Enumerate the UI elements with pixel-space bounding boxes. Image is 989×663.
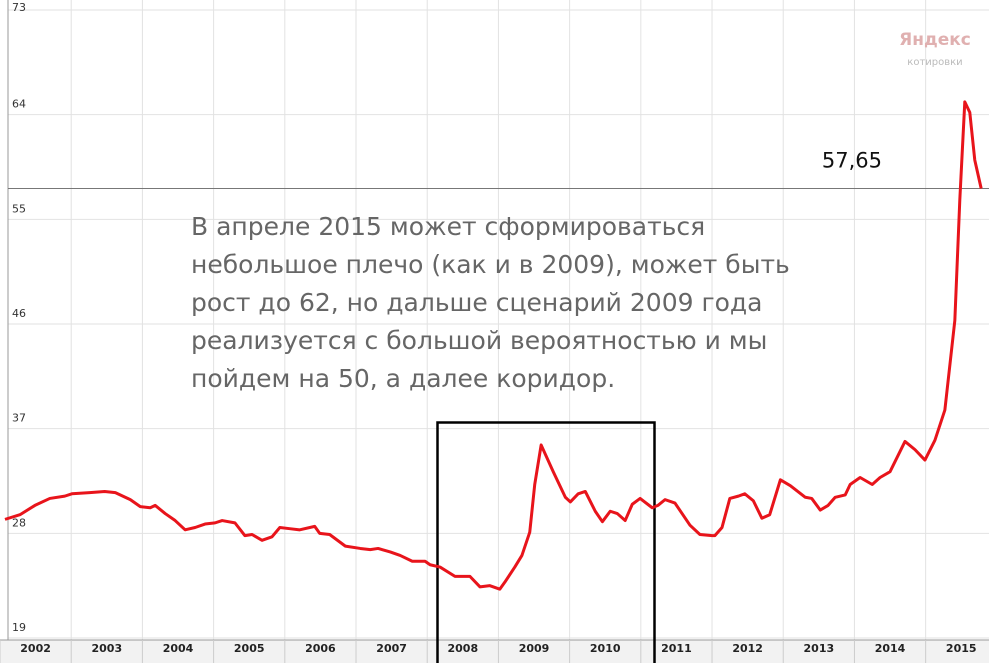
y-tick-label: 37 (12, 412, 26, 425)
highlight-box (436, 421, 656, 663)
x-tick-label: 2007 (376, 642, 407, 655)
y-tick-label: 64 (12, 98, 26, 111)
x-tick-label: 2014 (875, 642, 906, 655)
watermark-caption: котировки (907, 57, 962, 68)
price-line (4, 100, 983, 591)
y-tick-label: 55 (12, 202, 26, 215)
annotation-line: пойдем на 50, а далее коридор. (191, 364, 615, 393)
x-tick-label: 2012 (732, 642, 763, 655)
x-axis-band (0, 640, 989, 663)
y-tick-label: 46 (12, 307, 26, 320)
watermark-brand: Яндекс (899, 30, 971, 50)
y-tick-label: 28 (12, 516, 26, 529)
x-tick-label: 2003 (91, 642, 122, 655)
y-tick-label: 19 (12, 621, 26, 634)
x-tick-label: 2011 (661, 642, 692, 655)
reference-label: 57,65 (822, 149, 882, 173)
y-tick-label: 73 (12, 1, 26, 14)
x-tick-label: 2002 (20, 642, 51, 655)
annotation-line: В апреле 2015 может сформироваться (191, 212, 705, 241)
x-tick-label: 2006 (305, 642, 336, 655)
annotation-line: реализуется с большой вероятностью и мы (191, 326, 767, 355)
x-tick-label: 2005 (234, 642, 265, 655)
x-tick-label: 2008 (448, 642, 479, 655)
x-tick-label: 2015 (946, 642, 977, 655)
annotation-line: небольшое плечо (как и в 2009), может бы… (191, 250, 790, 279)
annotation-line: рост до 62, но дальше сценарий 2009 года (191, 288, 762, 317)
x-tick-label: 2004 (163, 642, 194, 655)
x-tick-label: 2010 (590, 642, 621, 655)
x-tick-label: 2009 (519, 642, 550, 655)
x-tick-label: 2013 (804, 642, 835, 655)
